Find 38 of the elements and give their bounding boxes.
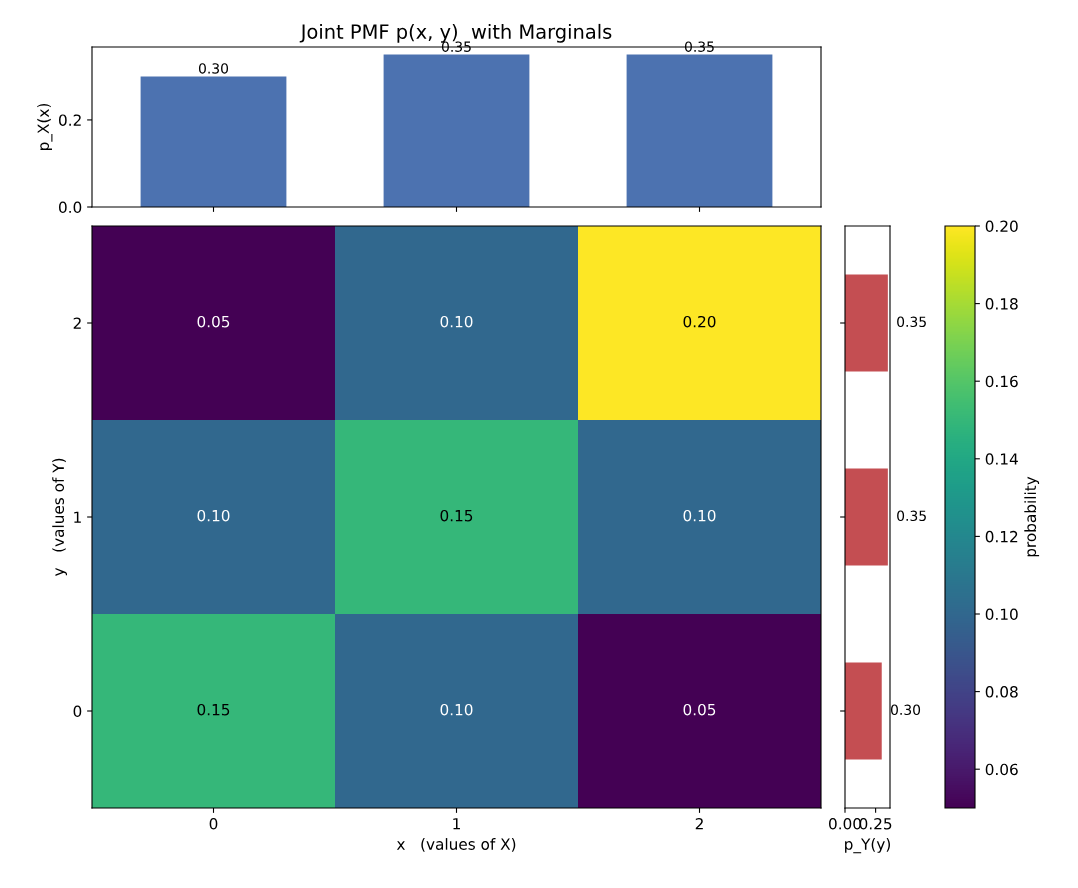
x-tick-label: 0.25 [859, 817, 892, 830]
y-tick-label: 2 [73, 317, 81, 329]
y-axis-title: y (values of Y) [52, 458, 67, 577]
color-bar-label: 0.18 [985, 298, 1018, 310]
y-tick-label: 0.2 [58, 114, 81, 126]
data-label: 0.30 [890, 704, 921, 716]
data-label: 0.10 [440, 315, 473, 328]
x-axis-title: p_Y(y) [845, 838, 890, 854]
x-tick-label: 1 [453, 818, 460, 830]
data-label: 0.35 [897, 510, 926, 522]
data-label: 0.15 [197, 703, 230, 716]
color-bar-label: 0.06 [985, 763, 1018, 776]
data-label: 0.05 [197, 315, 230, 328]
color-bar-label: 0.16 [985, 375, 1018, 388]
x-tick-label: 2 [695, 817, 703, 830]
x-tick-label: 0 [209, 817, 218, 830]
y-tick-label: 0 [73, 705, 82, 718]
color-bar-label: 0.10 [985, 608, 1018, 621]
data-label: 0.35 [441, 41, 471, 52]
color-bar-label: 0.12 [985, 530, 1018, 543]
y-tick-label: 0.0 [58, 201, 82, 214]
data-label: 0.10 [683, 509, 716, 522]
color-bar-label: 0.14 [985, 453, 1018, 465]
data-label: 0.10 [197, 509, 230, 522]
data-label: 0.20 [683, 315, 716, 328]
data-label: 0.35 [684, 41, 714, 52]
x-tick-label: 0.00 [829, 817, 861, 830]
color-bar-title: probability [1024, 476, 1040, 557]
y-tick-label: 1 [74, 511, 81, 523]
y-axis-title: p_X(x) [37, 103, 53, 150]
color-bar-label: 0.08 [985, 686, 1018, 698]
data-label: 0.05 [683, 703, 716, 716]
data-label: 0.15 [440, 509, 473, 522]
color-bar-label: 0.20 [985, 220, 1018, 233]
data-label: 0.35 [897, 316, 926, 328]
data-label: 0.30 [198, 63, 229, 74]
x-axis-title: x (values of X) [396, 838, 516, 852]
data-label: 0.10 [440, 703, 473, 716]
